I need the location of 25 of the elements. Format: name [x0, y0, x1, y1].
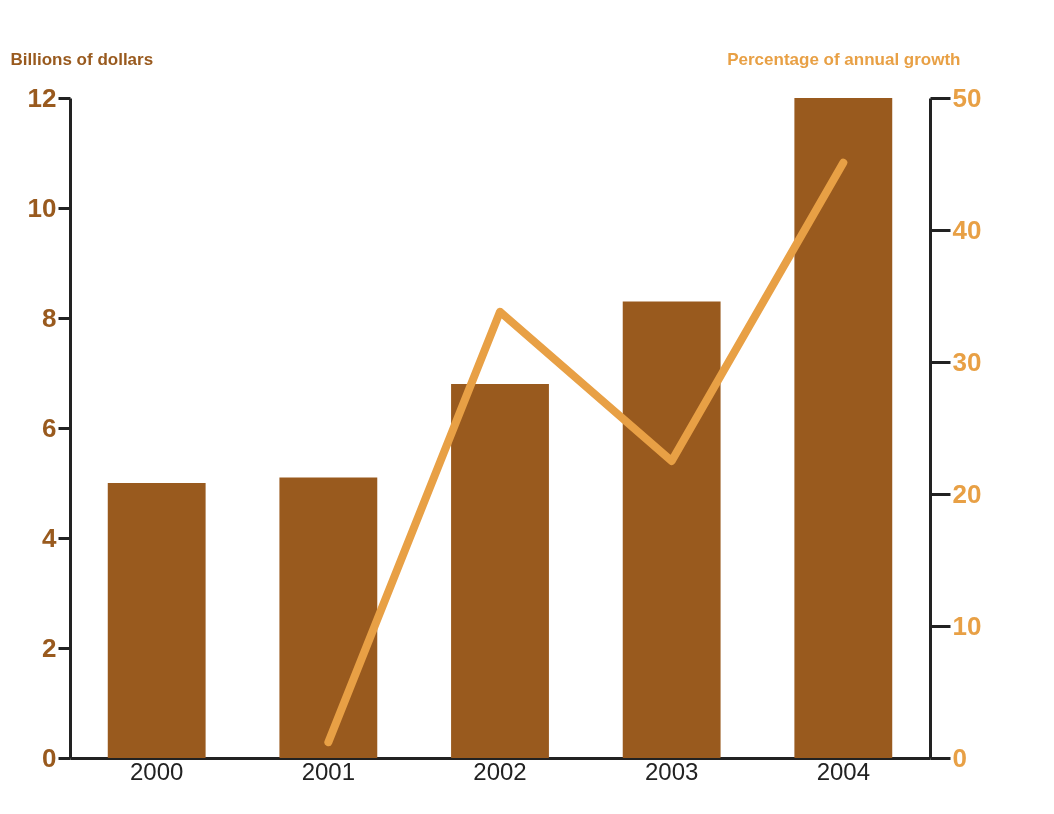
y2-tick-label: 40	[952, 214, 982, 245]
x-tick-label: 2003	[644, 757, 699, 785]
y-axis-title: Billions of dollars	[10, 49, 154, 69]
bar	[794, 98, 893, 758]
y2-tick-label: 30	[952, 346, 982, 377]
y-tick-label: 10	[27, 192, 57, 223]
y-tick-label: 6	[42, 412, 57, 443]
y-tick-label: 12	[27, 82, 57, 113]
x-tick-label: 2004	[816, 757, 871, 785]
bar	[622, 301, 721, 758]
y-tick-label: 8	[42, 302, 57, 333]
y-tick-label: 0	[42, 742, 57, 773]
y-tick-label: 2	[42, 632, 57, 663]
bar	[279, 477, 378, 758]
x-tick-label: 2001	[301, 757, 356, 785]
bar	[107, 483, 206, 758]
y2-axis-title: Percentage of annual growth	[727, 49, 961, 69]
y-tick-label: 4	[42, 522, 58, 553]
x-tick-label: 2002	[473, 757, 527, 785]
y2-tick-label: 0	[952, 742, 967, 773]
y2-tick-label: 10	[952, 610, 982, 641]
y2-tick-label: 50	[952, 82, 982, 113]
bar	[451, 384, 549, 758]
x-tick-label: 2000	[129, 757, 184, 785]
y2-tick-label: 20	[952, 478, 982, 509]
